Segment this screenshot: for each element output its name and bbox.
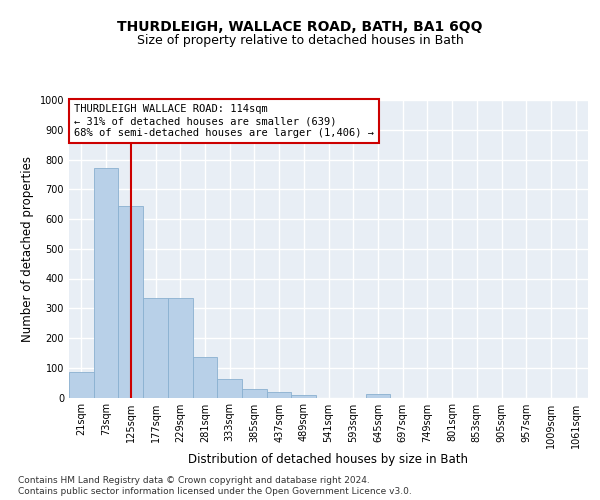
Bar (143, 298, 168, 398)
Text: Contains public sector information licensed under the Open Government Licence v3: Contains public sector information licen… (18, 487, 412, 496)
Text: THURDLEIGH WALLACE ROAD: 114sqm
← 31% of detached houses are smaller (639)
68% o: THURDLEIGH WALLACE ROAD: 114sqm ← 31% of… (74, 104, 374, 138)
Bar (242, 390, 267, 398)
Bar (94, 168, 118, 398)
Y-axis label: Number of detached properties: Number of detached properties (21, 156, 34, 342)
Text: Size of property relative to detached houses in Bath: Size of property relative to detached ho… (137, 34, 463, 47)
X-axis label: Distribution of detached houses by size in Bath: Distribution of detached houses by size … (188, 453, 469, 466)
Bar (193, 358, 217, 398)
Bar (168, 298, 193, 398)
Bar (217, 379, 242, 398)
Text: Contains HM Land Registry data © Crown copyright and database right 2024.: Contains HM Land Registry data © Crown c… (18, 476, 370, 485)
Bar (365, 394, 390, 398)
Bar (118, 206, 143, 398)
Text: THURDLEIGH, WALLACE ROAD, BATH, BA1 6QQ: THURDLEIGH, WALLACE ROAD, BATH, BA1 6QQ (117, 20, 483, 34)
Bar (267, 392, 292, 398)
Bar (69, 372, 94, 398)
Bar (292, 394, 316, 398)
